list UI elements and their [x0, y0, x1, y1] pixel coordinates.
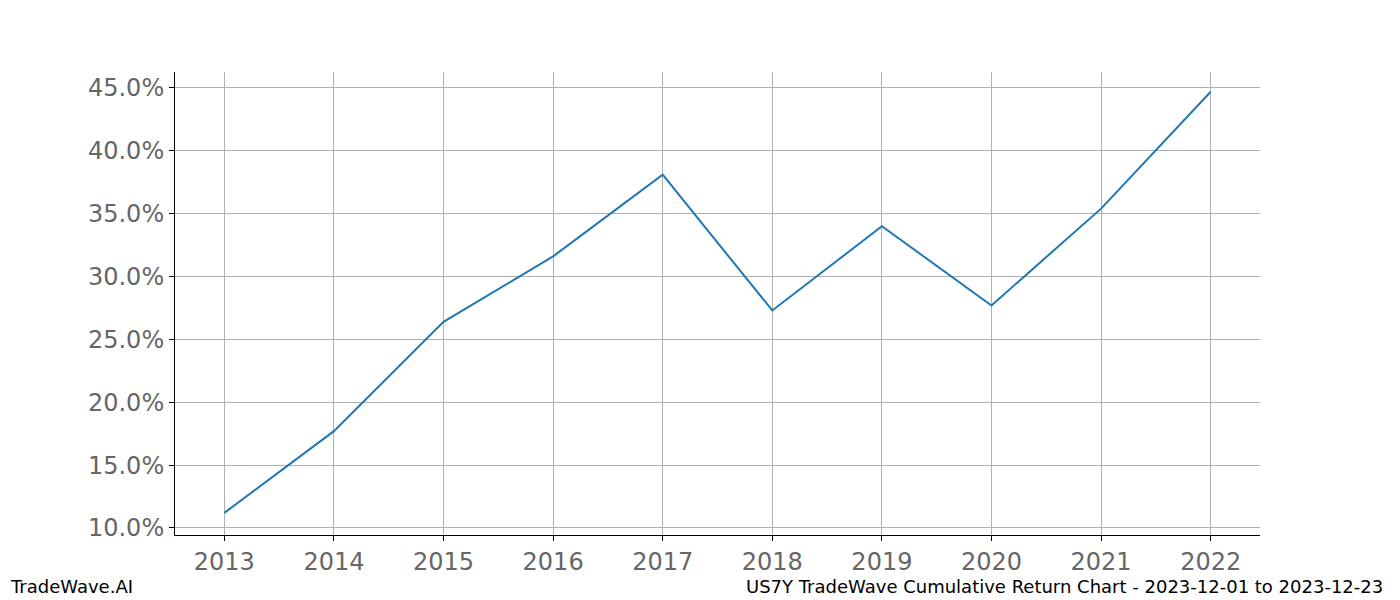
- svg-text:25.0%: 25.0%: [88, 326, 164, 354]
- svg-text:US7Y TradeWave Cumulative Retu: US7Y TradeWave Cumulative Return Chart -…: [746, 576, 1383, 597]
- svg-text:2013: 2013: [194, 548, 255, 576]
- svg-text:2020: 2020: [961, 548, 1022, 576]
- svg-text:2021: 2021: [1071, 548, 1132, 576]
- svg-text:2018: 2018: [742, 548, 803, 576]
- svg-text:TradeWave.AI: TradeWave.AI: [10, 576, 133, 597]
- svg-text:15.0%: 15.0%: [88, 452, 164, 480]
- svg-text:2022: 2022: [1180, 548, 1241, 576]
- svg-text:35.0%: 35.0%: [88, 200, 164, 228]
- svg-text:40.0%: 40.0%: [88, 137, 164, 165]
- svg-text:30.0%: 30.0%: [88, 263, 164, 291]
- svg-text:2017: 2017: [632, 548, 693, 576]
- svg-text:20.0%: 20.0%: [88, 389, 164, 417]
- svg-text:10.0%: 10.0%: [88, 514, 164, 542]
- svg-text:2019: 2019: [851, 548, 912, 576]
- svg-text:45.0%: 45.0%: [88, 74, 164, 102]
- svg-text:2016: 2016: [523, 548, 584, 576]
- svg-text:2014: 2014: [303, 548, 364, 576]
- svg-text:2015: 2015: [413, 548, 474, 576]
